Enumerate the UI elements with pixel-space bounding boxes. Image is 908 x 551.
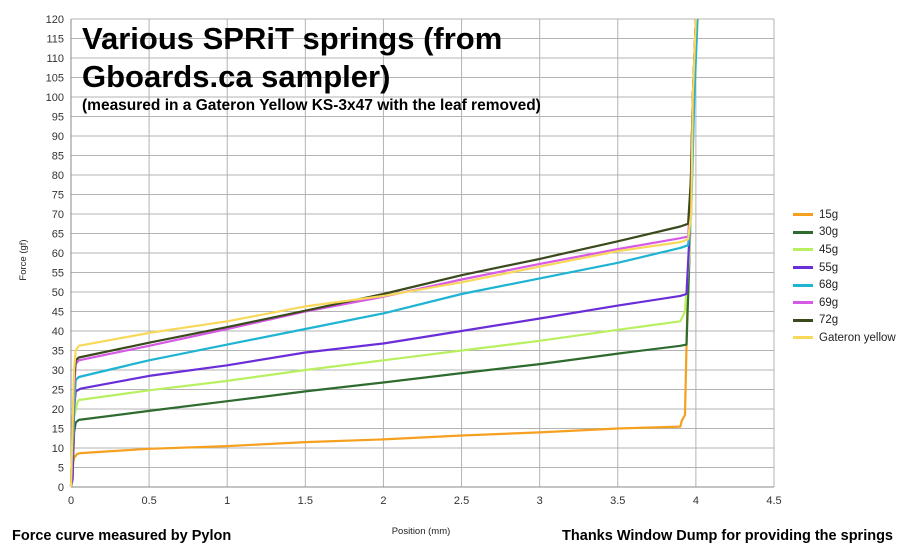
y-tick-label: 90: [52, 131, 64, 143]
y-tick-label: 20: [52, 404, 64, 416]
y-tick-label: 65: [52, 229, 64, 241]
legend-label: 72g: [819, 314, 839, 327]
y-tick-label: 95: [52, 112, 64, 124]
chart-axes: [70, 19, 774, 488]
x-tick-label: 4.5: [766, 495, 781, 507]
legend-label: 69g: [819, 296, 839, 309]
legend-swatch: [793, 301, 813, 305]
x-tick-label: 2: [380, 495, 386, 507]
y-tick-label: 50: [52, 287, 64, 299]
y-tick-label: 30: [52, 365, 64, 377]
legend-item: 30g: [793, 224, 896, 242]
y-axis-label: Force (gf): [18, 239, 29, 280]
legend-label: Gateron yellow: [819, 331, 896, 344]
x-tick-label: 3.5: [610, 495, 625, 507]
legend-swatch: [793, 248, 813, 252]
footer-credit-springs: Thanks Window Dump for providing the spr…: [562, 528, 893, 544]
legend-swatch: [793, 266, 813, 270]
y-tick-label: 80: [52, 170, 64, 182]
legend-item: 69g: [793, 294, 896, 312]
series-line-gateron-yellow: [69, 18, 697, 488]
y-tick-label: 115: [46, 34, 64, 46]
y-tick-label: 45: [52, 307, 64, 319]
legend-label: 55g: [819, 261, 839, 274]
footer-credit-measurement: Force curve measured by Pylon: [12, 528, 232, 544]
chart-series: [69, 18, 699, 488]
y-tick-label: 35: [52, 346, 64, 358]
series-line-30g: [69, 18, 697, 484]
y-tick-label: 0: [58, 482, 64, 494]
y-tick-label: 70: [52, 209, 64, 221]
x-tick-label: 0.5: [141, 495, 156, 507]
legend-item: 55g: [793, 259, 896, 277]
y-tick-label: 110: [46, 53, 64, 65]
x-tick-label: 2.5: [454, 495, 469, 507]
y-tick-label: 25: [52, 385, 64, 397]
legend-item: Gateron yellow: [793, 329, 896, 347]
legend-item: 15g: [793, 206, 896, 224]
legend-swatch: [793, 336, 813, 340]
legend-label: 68g: [819, 279, 839, 292]
y-tick-label: 100: [46, 92, 64, 104]
legend-swatch: [793, 230, 813, 234]
y-tick-label: 10: [52, 443, 64, 455]
y-tick-label: 85: [52, 151, 64, 163]
y-tick-label: 60: [52, 248, 64, 260]
y-tick-label: 75: [52, 190, 64, 202]
x-tick-label: 1: [224, 495, 230, 507]
chart-title: Various SPRiT springs (from Gboards.ca s…: [82, 21, 503, 94]
legend-swatch: [793, 318, 813, 322]
x-tick-label: 3: [537, 495, 543, 507]
y-tick-label: 5: [58, 463, 64, 475]
legend-label: 15g: [819, 208, 839, 221]
y-tick-label: 105: [46, 73, 64, 85]
x-tick-label: 1.5: [298, 495, 313, 507]
legend-label: 45g: [819, 243, 839, 256]
chart-legend: 15g 30g 45g 55g 68g 69g 72g Gateron yellow: [793, 206, 896, 347]
y-tick-label: 15: [52, 424, 64, 436]
legend-item: 72g: [793, 312, 896, 330]
legend-label: 30g: [819, 226, 839, 239]
legend-item: 45g: [793, 241, 896, 259]
x-tick-label: 0: [68, 495, 74, 507]
legend-item: 68g: [793, 276, 896, 294]
legend-swatch: [793, 283, 813, 287]
y-tick-label: 120: [46, 14, 64, 26]
chart-gridlines: [70, 18, 775, 488]
legend-swatch: [793, 213, 813, 217]
y-tick-label: 55: [52, 268, 64, 280]
x-tick-label: 4: [693, 495, 699, 507]
series-line-72g: [69, 18, 697, 488]
y-tick-label: 40: [52, 326, 64, 338]
chart-tick-labels: 0510152025303540455055606570758085909510…: [46, 14, 782, 507]
chart-subtitle: (measured in a Gateron Yellow KS-3x47 wi…: [82, 97, 541, 114]
x-axis-label: Position (mm): [392, 526, 451, 537]
